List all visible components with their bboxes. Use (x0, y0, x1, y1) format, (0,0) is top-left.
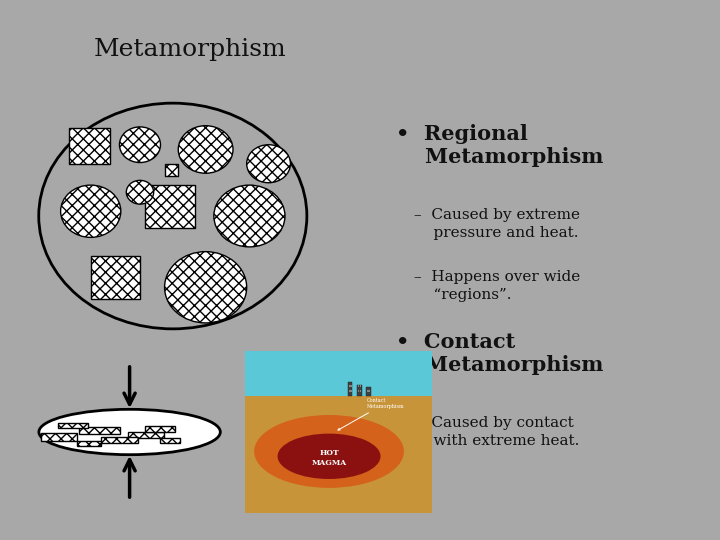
Bar (245, 396, 432, 513)
Ellipse shape (39, 409, 220, 455)
Bar (348, 382, 353, 396)
Bar (41, 433, 77, 441)
Bar (58, 423, 89, 428)
Bar (366, 387, 372, 396)
Bar (145, 426, 175, 431)
Bar (360, 390, 361, 392)
Text: –  Caused by extreme
    pressure and heat.: – Caused by extreme pressure and heat. (414, 208, 580, 240)
Bar (348, 385, 350, 387)
Bar (91, 256, 140, 299)
Ellipse shape (165, 252, 247, 323)
Bar (145, 185, 194, 228)
Bar (165, 164, 179, 176)
Text: –  Caused by contact
    with extreme heat.: – Caused by contact with extreme heat. (414, 416, 580, 448)
Ellipse shape (60, 185, 121, 238)
Bar (69, 128, 110, 164)
Bar (358, 390, 359, 392)
Ellipse shape (214, 185, 285, 247)
Bar (360, 385, 361, 387)
Text: Contact
Metamorphism: Contact Metamorphism (338, 398, 404, 430)
Ellipse shape (120, 127, 161, 163)
Bar (102, 437, 138, 443)
Bar (79, 427, 120, 434)
Ellipse shape (254, 415, 404, 488)
Bar (245, 351, 432, 396)
Text: •  Contact
    Metamorphism: • Contact Metamorphism (396, 332, 603, 375)
Bar (348, 390, 350, 392)
Ellipse shape (247, 145, 290, 183)
Ellipse shape (126, 180, 153, 204)
Ellipse shape (179, 126, 233, 173)
Bar (367, 390, 369, 392)
Bar (358, 385, 359, 387)
Bar (127, 432, 164, 438)
Text: Metamorphism: Metamorphism (94, 38, 287, 61)
Text: HOT
MAGMA: HOT MAGMA (312, 449, 346, 467)
Bar (369, 390, 370, 392)
Bar (160, 437, 180, 443)
Ellipse shape (278, 434, 381, 479)
Bar (77, 441, 102, 446)
Text: •  Regional
    Metamorphism: • Regional Metamorphism (396, 124, 603, 167)
Text: –  Happens over wide
    “regions”.: – Happens over wide “regions”. (414, 270, 580, 302)
Bar (357, 385, 362, 396)
